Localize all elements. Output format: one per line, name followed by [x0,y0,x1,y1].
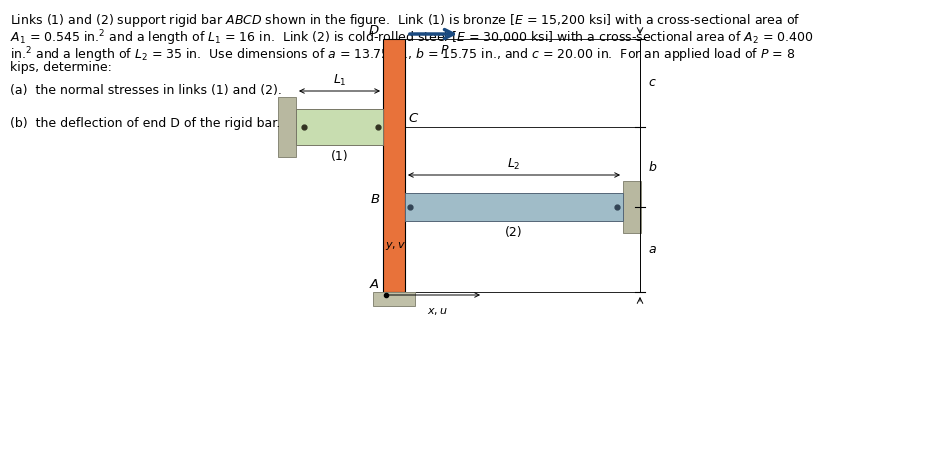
FancyBboxPatch shape [405,193,623,221]
Text: (b)  the deflection of end D of the rigid bar.: (b) the deflection of end D of the rigid… [10,117,280,130]
Text: kips, determine:: kips, determine: [10,62,111,74]
Text: $A_1$ = 0.545 in.$^2$ and a length of $L_1$ = 16 in.  Link (2) is cold-rolled st: $A_1$ = 0.545 in.$^2$ and a length of $L… [10,28,813,48]
Text: (2): (2) [505,226,523,239]
Text: $L_2$: $L_2$ [506,157,520,172]
Text: $L_1$: $L_1$ [332,73,346,88]
Text: $B$: $B$ [369,193,380,206]
Text: $b$: $b$ [647,160,657,174]
FancyBboxPatch shape [372,292,414,306]
Text: (1): (1) [330,150,347,163]
FancyBboxPatch shape [383,39,405,292]
FancyBboxPatch shape [623,181,641,233]
Text: $A$: $A$ [368,278,380,291]
Text: $y,v$: $y,v$ [385,240,406,252]
Text: $P$: $P$ [440,44,449,57]
Text: $x,u$: $x,u$ [427,306,448,317]
Text: Links (1) and (2) support rigid bar $ABCD$ shown in the figure.  Link (1) is bro: Links (1) and (2) support rigid bar $ABC… [10,12,800,29]
Text: $C$: $C$ [407,112,419,125]
FancyBboxPatch shape [296,109,383,145]
FancyBboxPatch shape [278,97,296,157]
Text: (a)  the normal stresses in links (1) and (2).: (a) the normal stresses in links (1) and… [10,84,282,97]
Text: $a$: $a$ [647,243,656,256]
Text: $D$: $D$ [368,24,380,37]
Text: in.$^2$ and a length of $L_2$ = 35 in.  Use dimensions of $a$ = 13.75 in., $b$ =: in.$^2$ and a length of $L_2$ = 35 in. U… [10,45,794,64]
Text: $c$: $c$ [647,76,656,90]
